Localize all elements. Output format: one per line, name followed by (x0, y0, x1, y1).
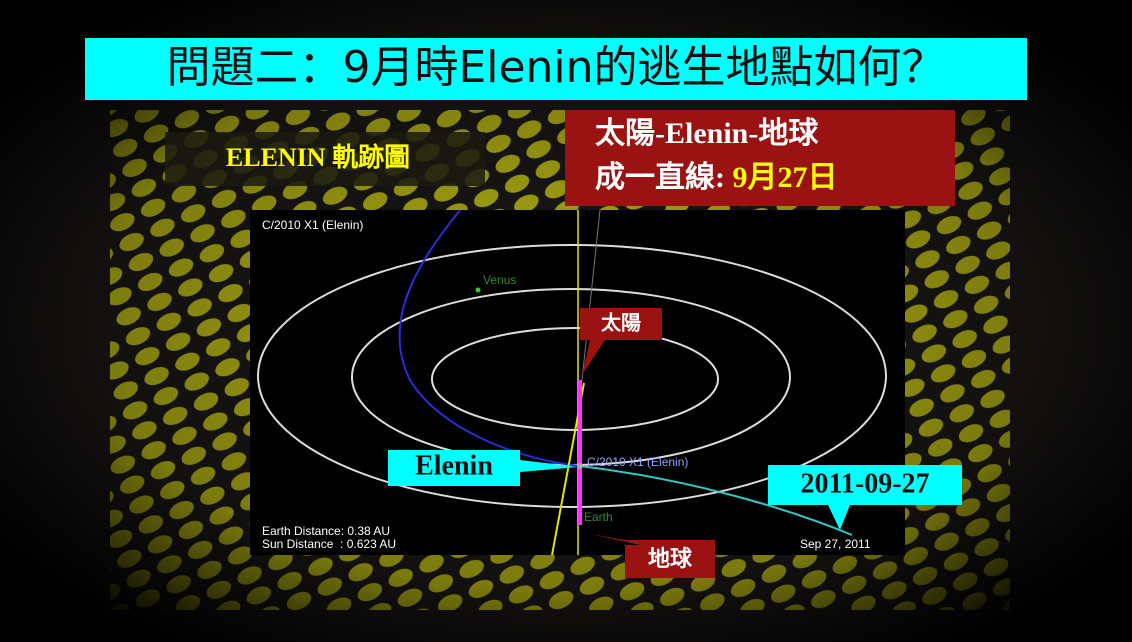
view-date: Sep 27, 2011 (800, 537, 871, 551)
date-callout: 2011-09-27 (800, 468, 929, 499)
earth-distance: Earth Distance: 0.38 AU (262, 524, 390, 538)
sun-callout: 太陽 (601, 311, 641, 335)
elenin-callout: Elenin (415, 450, 493, 481)
alignment-line2: 成一直線: 9月27日 (595, 160, 838, 194)
comet (577, 463, 583, 469)
title: 問題二：9月時Elenin的逃生地點如何？ (166, 42, 945, 93)
sun-distance: Sun Distance : 0.623 AU (262, 537, 396, 551)
chart-label: ELENIN 軌跡圖 (226, 143, 410, 172)
venus-label: Venus (483, 273, 516, 287)
slide: 問題二：9月時Elenin的逃生地點如何？ ELENIN 軌跡圖 太陽-Elen… (0, 0, 1132, 642)
alignment-line1: 太陽-Elenin-地球 (595, 117, 819, 150)
earth-callout: 地球 (648, 547, 693, 572)
earth-label: Earth (584, 510, 613, 524)
comet-label: C/2010 X1 (Elenin) (587, 455, 688, 469)
venus (476, 288, 481, 293)
alignment-date: 9月27日 (733, 161, 838, 194)
object-name: C/2010 X1 (Elenin) (262, 218, 363, 232)
alignment-prefix: 成一直線: (595, 160, 725, 194)
